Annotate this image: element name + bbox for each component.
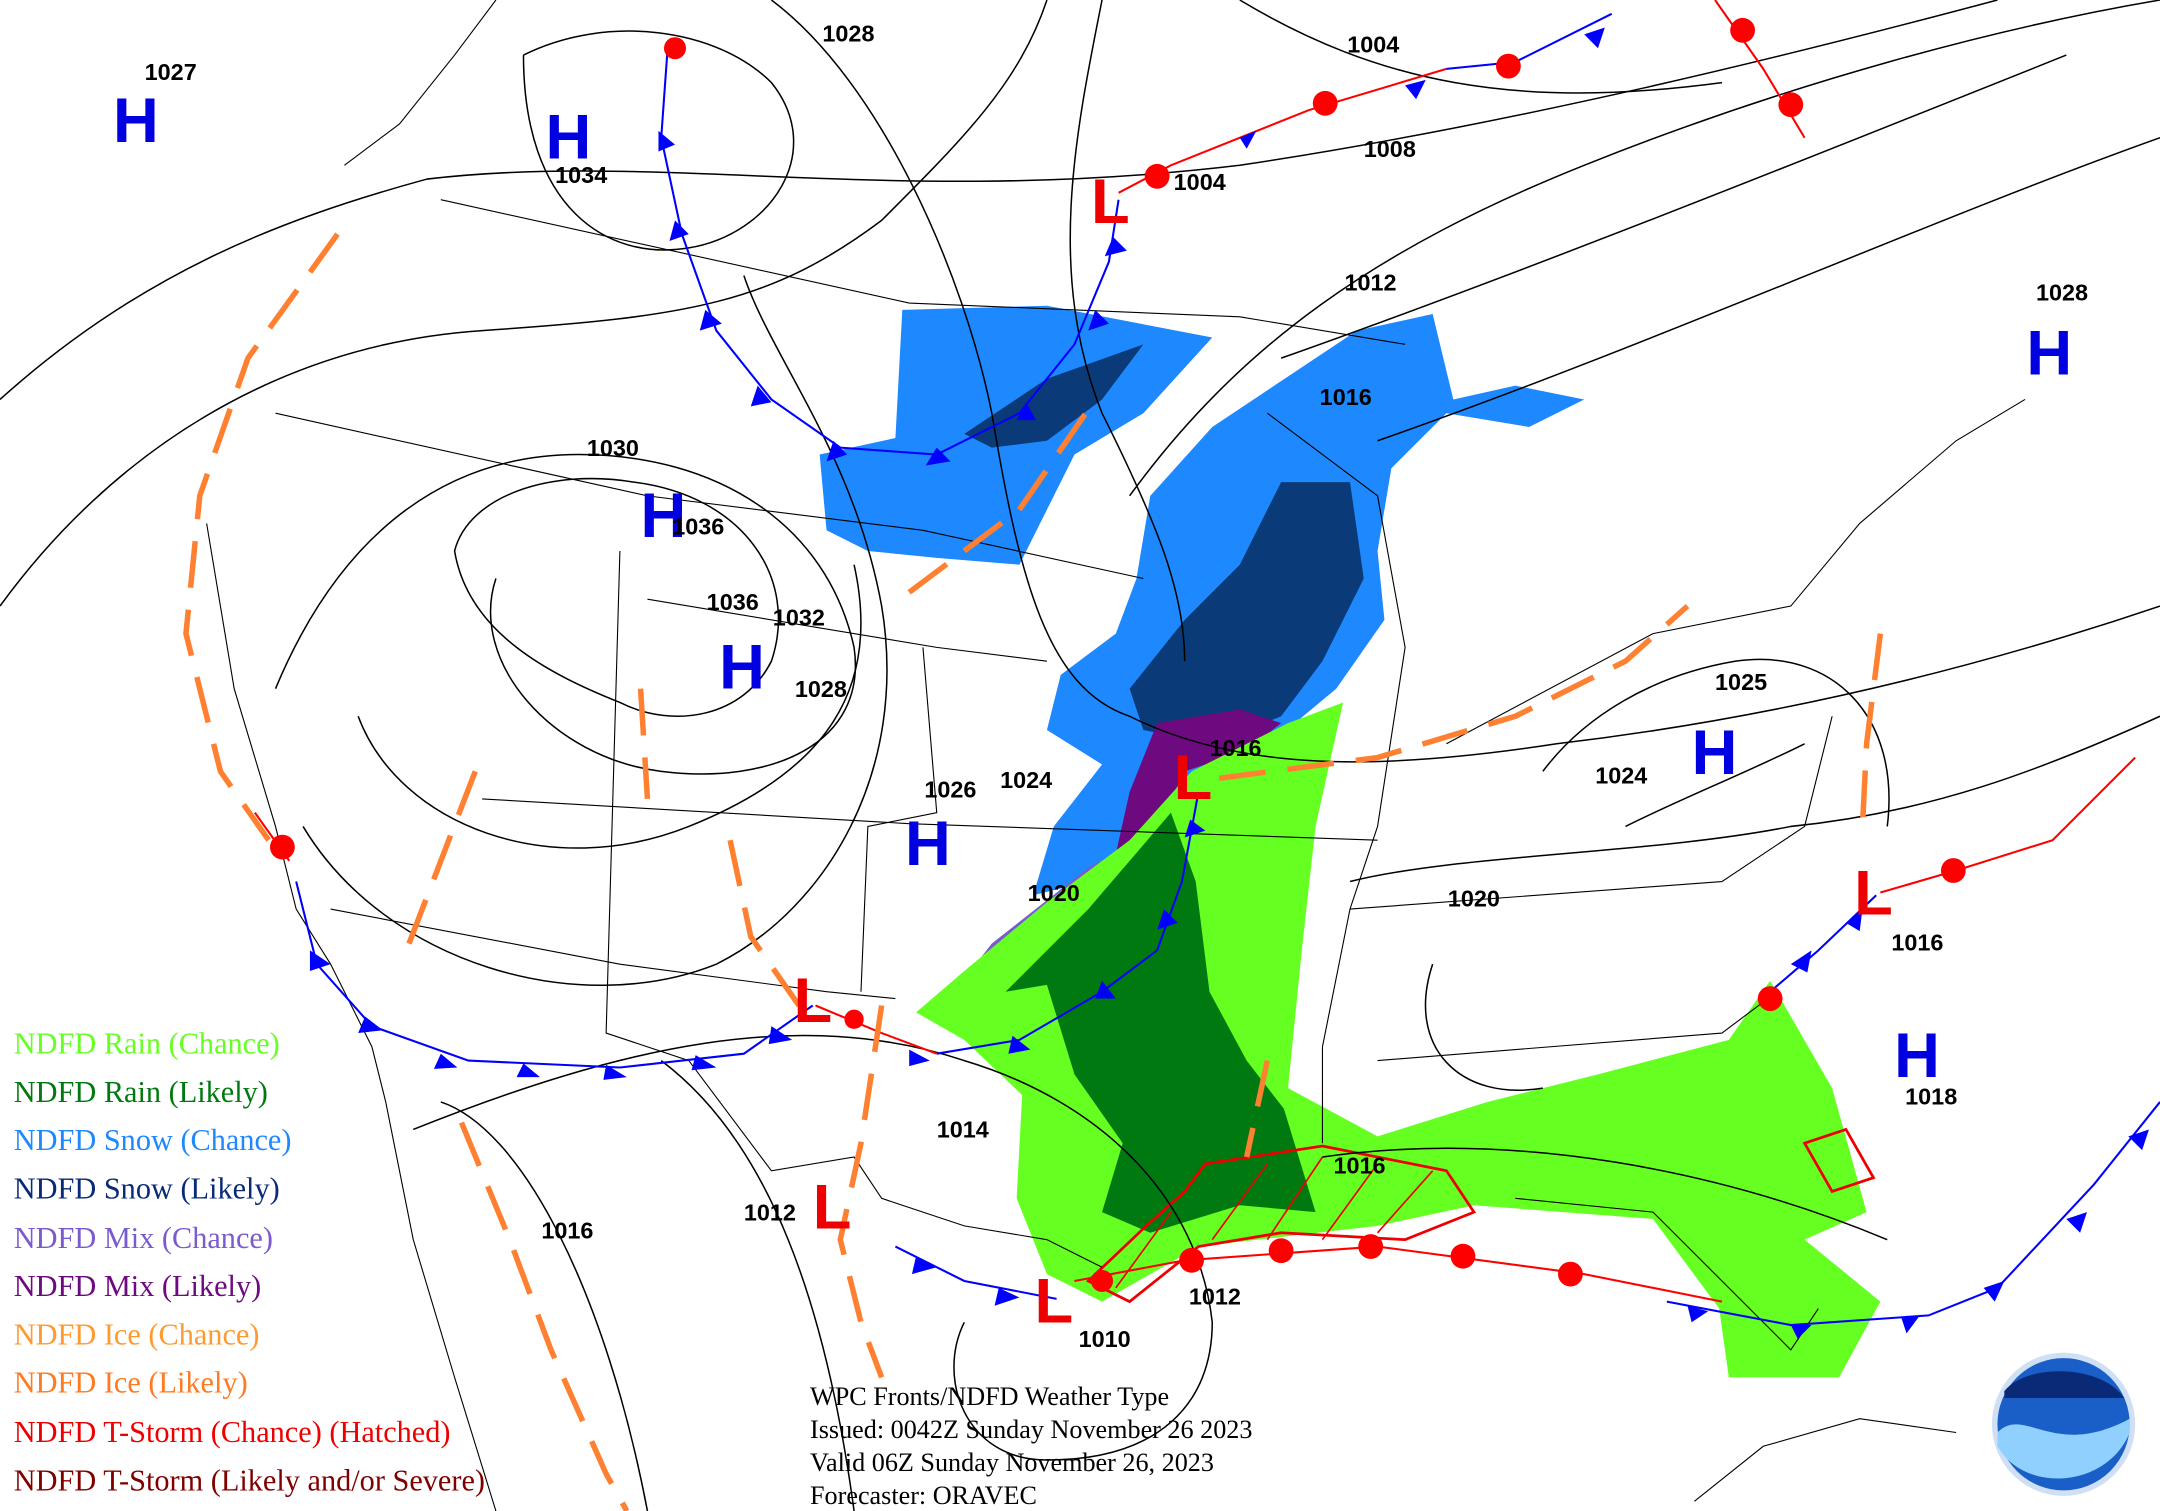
pressure-value: 1016 bbox=[1209, 735, 1261, 761]
cold-front-triangles bbox=[309, 27, 2149, 1339]
pressure-value: 1027 bbox=[145, 59, 197, 85]
low-pressure-center: L bbox=[1035, 1266, 1074, 1336]
high-pressure-center: H bbox=[905, 809, 951, 879]
isobar-labels: 1028 1004 1008 1012 1016 1030 1036 1032 … bbox=[541, 20, 1647, 1309]
cold-front-northeast bbox=[1446, 12, 1613, 70]
low-pressure-center: L bbox=[1854, 859, 1893, 929]
warm-front-semicircles bbox=[270, 17, 1966, 1292]
pressure-value: 1012 bbox=[744, 1199, 796, 1225]
snow-likely-area-main bbox=[1129, 482, 1364, 744]
low-pressure-center: L bbox=[1174, 743, 1213, 813]
noaa-logo bbox=[1991, 1352, 2136, 1496]
isobar-label: 1016 bbox=[1320, 384, 1372, 410]
high-pressure-center: H bbox=[546, 102, 592, 172]
legend-tstorm-likely: NDFD T-Storm (Likely and/or Severe) bbox=[14, 1463, 485, 1497]
snow-likely-area-north bbox=[964, 344, 1144, 448]
isobar-label: 1004 bbox=[1347, 31, 1399, 57]
high-pressure-center: H bbox=[641, 481, 687, 551]
pressure-value: 1004 bbox=[1174, 169, 1226, 195]
legend-tstorm-chance: NDFD T-Storm (Chance) (Hatched) bbox=[14, 1415, 451, 1449]
map-title: WPC Fronts/NDFD Weather Type bbox=[810, 1382, 1169, 1411]
legend-snow-chance: NDFD Snow (Chance) bbox=[14, 1123, 292, 1157]
legend-ice-likely: NDFD Ice (Likely) bbox=[14, 1366, 248, 1400]
caption: WPC Fronts/NDFD Weather Type Issued: 004… bbox=[810, 1382, 1252, 1510]
tstorm-chance-area-florida bbox=[1802, 1127, 1876, 1194]
pressure-value: 1018 bbox=[1905, 1084, 1957, 1110]
high-pressure-center: H bbox=[1692, 718, 1738, 788]
legend: NDFD Rain (Chance) NDFD Rain (Likely) ND… bbox=[14, 1027, 485, 1498]
low-pressure-center: L bbox=[813, 1173, 852, 1243]
isobar-label: 1024 bbox=[1595, 763, 1647, 789]
isobar-label: 1012 bbox=[1344, 270, 1396, 296]
pressure-value: 1010 bbox=[1079, 1326, 1131, 1352]
cold-front-caribbean bbox=[1666, 1101, 2160, 1327]
warm-front-atlantic bbox=[1880, 756, 2136, 894]
isobar-label: 1036 bbox=[707, 589, 759, 615]
high-pressure-center: H bbox=[1894, 1021, 1940, 1091]
isobar-label: 1016 bbox=[541, 1217, 593, 1243]
cold-front-gulf-west bbox=[894, 1245, 1057, 1300]
pressure-value: 1034 bbox=[555, 162, 607, 188]
isobar-label: 1014 bbox=[937, 1117, 989, 1143]
legend-ice-chance: NDFD Ice (Chance) bbox=[14, 1317, 260, 1351]
isobar-label: 1024 bbox=[1000, 767, 1052, 793]
warm-front-texas bbox=[815, 1004, 938, 1055]
issued-time: Issued: 0042Z Sunday November 26 2023 bbox=[810, 1415, 1252, 1444]
rain-likely-area bbox=[1005, 812, 1316, 1233]
cold-front-plains bbox=[936, 791, 1200, 1055]
tstorm-hatching bbox=[1115, 1156, 1434, 1289]
fronts bbox=[183, 0, 2160, 1511]
pressure-value: 1025 bbox=[1715, 669, 1767, 695]
isobar-label: 1030 bbox=[587, 435, 639, 461]
pressure-value: 1016 bbox=[1891, 929, 1943, 955]
isobar-label: 1020 bbox=[1448, 885, 1500, 911]
low-pressure-center: L bbox=[793, 966, 832, 1036]
forecaster: Forecaster: ORAVEC bbox=[810, 1481, 1037, 1510]
isobar-label: 1020 bbox=[1028, 880, 1080, 906]
legend-mix-likely: NDFD Mix (Likely) bbox=[14, 1269, 261, 1303]
high-pressure-center: H bbox=[2026, 319, 2072, 389]
legend-rain-chance: NDFD Rain (Chance) bbox=[14, 1027, 280, 1061]
cold-front-atlantic bbox=[1769, 894, 1877, 993]
isobar-label: 1008 bbox=[1364, 136, 1416, 162]
legend-snow-likely: NDFD Snow (Likely) bbox=[14, 1171, 280, 1205]
tstorm-chance-hatched-area bbox=[1085, 1144, 1477, 1304]
isobar-label: 1026 bbox=[924, 777, 976, 803]
low-pressure-center: L bbox=[1091, 167, 1130, 237]
pressure-value: 1028 bbox=[2036, 279, 2088, 305]
legend-rain-likely: NDFD Rain (Likely) bbox=[14, 1075, 268, 1109]
valid-time: Valid 06Z Sunday November 26, 2023 bbox=[810, 1448, 1214, 1477]
high-pressure-center: H bbox=[113, 86, 159, 156]
isobar-label: 1032 bbox=[773, 604, 825, 630]
high-pressure-center: H bbox=[719, 633, 765, 703]
geographic-borders bbox=[206, 0, 2026, 1511]
pressure-centers: H 1027 H 1034 H 1036 H H H 1028 H 1025 H… bbox=[113, 59, 2088, 1352]
isobar-label: 1028 bbox=[822, 20, 874, 46]
pressure-value: 1036 bbox=[672, 513, 724, 539]
isobar-label: 1012 bbox=[1189, 1283, 1241, 1309]
precip-areas bbox=[819, 305, 1881, 1378]
legend-mix-chance: NDFD Mix (Chance) bbox=[14, 1221, 273, 1255]
isobar-label: 1016 bbox=[1333, 1153, 1385, 1179]
troughs bbox=[183, 232, 1884, 1511]
isobar-label: 1028 bbox=[795, 676, 847, 702]
